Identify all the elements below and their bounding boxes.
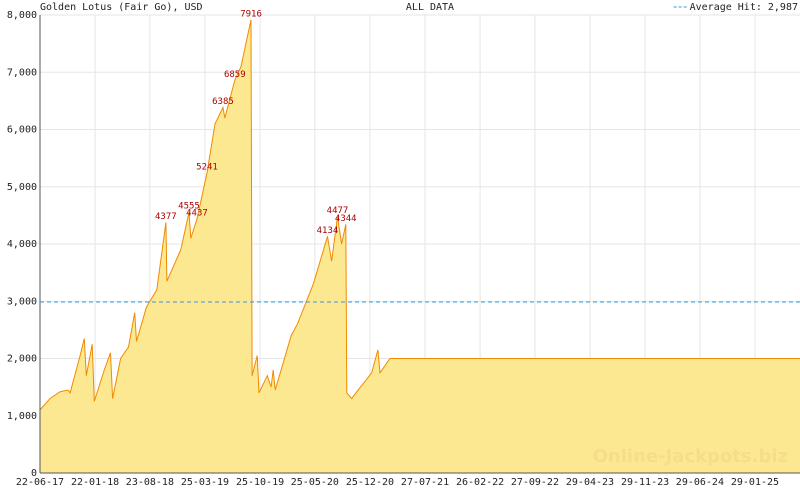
value-label: 6859 [224, 70, 246, 80]
value-label: 4477 [327, 206, 349, 216]
x-tick-label: 25-05-20 [291, 477, 339, 488]
x-tick-label: 22-01-18 [71, 477, 119, 488]
line [39, 19, 800, 411]
x-tick-label: 26-02-22 [456, 477, 504, 488]
value-label: 4555 [178, 202, 200, 212]
chart-title: Golden Lotus (Fair Go), USD [40, 2, 203, 13]
x-tick-label: 27-09-22 [511, 477, 559, 488]
x-tick-label: 25-10-19 [236, 477, 284, 488]
value-label: 7916 [240, 9, 262, 19]
value-label: 4377 [155, 212, 177, 222]
y-tick-label: 1,000 [7, 411, 37, 422]
chart-subtitle: ALL DATA [406, 2, 454, 13]
y-tick-label: 5,000 [7, 182, 37, 193]
value-label: 5241 [196, 162, 218, 172]
value-label: 6385 [212, 97, 234, 107]
x-tick-label: 25-12-20 [346, 477, 394, 488]
x-tick-label: 22-06-17 [16, 477, 64, 488]
y-tick-label: 6,000 [7, 125, 37, 136]
x-tick-label: 29-06-24 [676, 477, 724, 488]
watermark: Online-Jackpots.biz [593, 446, 788, 467]
area [40, 19, 800, 474]
x-tick-label: 29-11-23 [621, 477, 669, 488]
value-label: 4134 [317, 226, 339, 236]
legend-label: Average Hit: 2,987 [690, 2, 798, 13]
x-tick-label: 25-03-19 [181, 477, 229, 488]
y-tick-label: 0 [31, 468, 37, 479]
x-tick-label: 27-07-21 [401, 477, 449, 488]
x-tick-label: 23-08-18 [126, 477, 174, 488]
y-tick-label: 3,000 [7, 296, 37, 307]
y-tick-label: 8,000 [7, 10, 37, 21]
value-label: 4344 [335, 214, 357, 224]
y-tick-label: 4,000 [7, 239, 37, 250]
x-tick-label: 29-04-23 [566, 477, 614, 488]
y-tick-label: 7,000 [7, 67, 37, 78]
value-label: 4437 [186, 208, 208, 218]
x-tick-label: 29-01-25 [731, 477, 779, 488]
y-tick-label: 2,000 [7, 354, 37, 365]
